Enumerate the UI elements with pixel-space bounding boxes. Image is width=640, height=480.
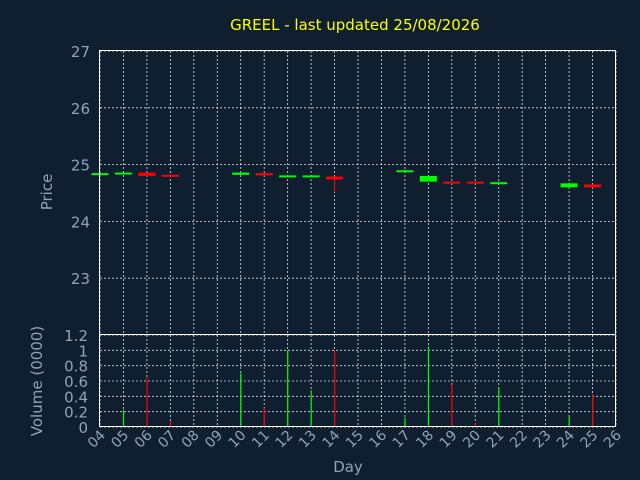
volume-bar-10 xyxy=(240,373,242,427)
volume-tick-label: 1 xyxy=(78,342,88,360)
volume-bar-20 xyxy=(474,423,476,427)
volume-tick-label: 0.2 xyxy=(64,404,88,422)
x-tick-label: 13 xyxy=(296,428,320,452)
volume-bar-19 xyxy=(451,384,453,427)
volume-bar-11 xyxy=(263,407,265,427)
price-tick-label: 25 xyxy=(71,157,90,175)
candle-body-21 xyxy=(490,182,508,185)
x-axis-label: Day xyxy=(333,458,363,476)
volume-bar-07 xyxy=(169,420,172,427)
x-tick-label: 23 xyxy=(531,428,555,452)
x-tick-label: 11 xyxy=(249,428,273,452)
volume-bar-24 xyxy=(568,416,570,427)
volume-bar-25 xyxy=(592,394,594,427)
volume-tick-label: 0 xyxy=(78,419,88,437)
x-tick-label: 14 xyxy=(319,427,343,451)
volume-bar-18 xyxy=(427,346,430,427)
volume-bar-14 xyxy=(334,350,336,427)
chart-title: GREEL - last updated 25/08/2026 xyxy=(230,16,480,34)
candle-body-06 xyxy=(138,172,156,176)
volume-bar-05 xyxy=(122,410,125,427)
price-panel-frame xyxy=(99,50,616,335)
x-tick-label: 10 xyxy=(226,428,250,452)
candle-body-10 xyxy=(232,172,250,175)
candle-body-07 xyxy=(161,174,179,177)
candle-body-12 xyxy=(279,175,297,178)
volume-bar-12 xyxy=(287,350,289,427)
volume-tick-label: 0.6 xyxy=(64,373,88,391)
volume-tick-label: 1.2 xyxy=(64,327,88,345)
volume-tick-label: 0.4 xyxy=(64,388,88,406)
price-tick-label: 23 xyxy=(71,270,90,288)
candle-body-20 xyxy=(466,181,484,184)
x-tick-label: 18 xyxy=(413,428,437,452)
candle-body-19 xyxy=(443,181,461,184)
x-tick-label: 12 xyxy=(273,428,297,452)
x-tick-label: 20 xyxy=(460,428,484,452)
x-tick-label: 22 xyxy=(507,428,531,452)
x-tick-label: 24 xyxy=(554,427,578,451)
x-tick-label: 04 xyxy=(85,427,109,451)
x-tick-label: 09 xyxy=(202,428,226,452)
candle-body-11 xyxy=(255,173,273,176)
volume-axis-label: Volume (0000) xyxy=(28,326,46,436)
candle-body-17 xyxy=(396,170,414,173)
candle-body-14 xyxy=(326,176,344,180)
volume-bar-06 xyxy=(146,377,148,427)
volume-bar-17 xyxy=(404,417,406,427)
candle-body-13 xyxy=(302,175,320,178)
volume-panel-frame xyxy=(99,334,616,427)
volume-bar-13 xyxy=(310,390,312,427)
candle-body-05 xyxy=(114,172,132,175)
candle-body-18 xyxy=(419,175,437,182)
price-tick-label: 27 xyxy=(71,43,90,61)
candles xyxy=(91,169,602,192)
price-tick-label: 26 xyxy=(71,100,90,118)
candle-body-25 xyxy=(584,184,602,188)
x-tick-label: 19 xyxy=(437,428,461,452)
volume-bars xyxy=(122,346,594,427)
x-tick-label: 21 xyxy=(484,428,508,452)
x-tick-label: 17 xyxy=(390,428,414,452)
x-tick-label: 26 xyxy=(601,427,625,451)
x-tick-label: 06 xyxy=(132,427,156,451)
volume-tick-label: 0.8 xyxy=(64,358,88,376)
x-tick-label: 16 xyxy=(366,427,390,451)
price-axis-label: Price xyxy=(38,174,56,211)
x-tick-label: 07 xyxy=(155,428,179,452)
x-tick-label: 08 xyxy=(179,428,203,452)
grid-lines xyxy=(99,50,617,428)
volume-bar-21 xyxy=(498,387,500,427)
x-tick-label: 05 xyxy=(108,428,132,452)
price-tick-label: 24 xyxy=(71,213,90,231)
candle-body-24 xyxy=(560,183,578,188)
x-tick-label: 15 xyxy=(343,428,367,452)
x-tick-label: 25 xyxy=(577,428,601,452)
